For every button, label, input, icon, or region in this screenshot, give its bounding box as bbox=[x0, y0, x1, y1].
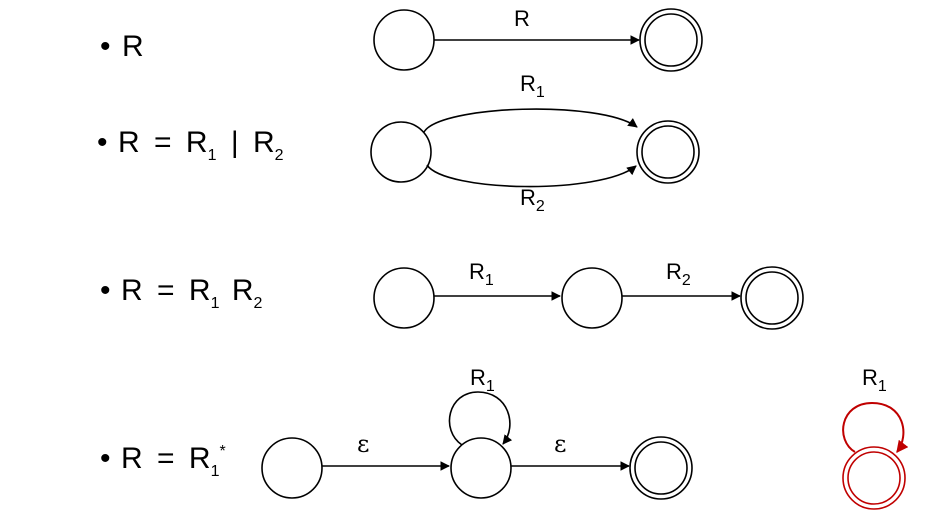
rule-2-eq: = bbox=[154, 126, 172, 159]
state-accept-inner bbox=[634, 441, 688, 495]
state-accept-outer bbox=[629, 436, 693, 500]
state-accept-outer bbox=[639, 8, 703, 72]
rule-2-alt: | bbox=[231, 126, 239, 159]
edge-r1-label: R1 bbox=[520, 71, 545, 101]
rule-2-r2-sub: 2 bbox=[275, 147, 284, 164]
state-start bbox=[370, 121, 432, 183]
rule-2: • R = R1 | R2 bbox=[97, 126, 284, 167]
rule-1-bullet: • bbox=[100, 30, 111, 63]
rule-4-lhs: R bbox=[121, 442, 143, 475]
self-loop-base: R bbox=[470, 365, 486, 390]
rule-4-r1-sub: 1 bbox=[211, 463, 220, 480]
rule-2-lhs: R bbox=[118, 126, 140, 159]
self-loop-label: R1 bbox=[470, 365, 495, 395]
nfa-concat: R1 R2 bbox=[373, 259, 804, 330]
rule-2-formula: R = R1 | R2 bbox=[118, 126, 284, 167]
state-loop bbox=[450, 437, 512, 499]
nfa-star: R1 ε ε bbox=[261, 365, 693, 500]
rule-4-star: * bbox=[219, 443, 225, 460]
rule-4-bullet: • bbox=[100, 442, 111, 475]
rule-3: • R = R1 R2 bbox=[100, 274, 262, 315]
edge-r1-sub: 1 bbox=[536, 84, 545, 101]
edge-r2 bbox=[426, 164, 637, 188]
state-accept-inner bbox=[745, 271, 799, 325]
rule-3-eq: = bbox=[157, 274, 175, 307]
rule-2-bullet: • bbox=[97, 126, 108, 159]
self-loop-r1 bbox=[448, 391, 513, 446]
state-accept-inner bbox=[641, 125, 695, 179]
edge-r2-label: R2 bbox=[666, 259, 691, 289]
rule-2-r2-base: R bbox=[253, 126, 275, 159]
rule-2-r1-sub: 1 bbox=[208, 147, 217, 164]
self-loop-sub: 1 bbox=[878, 378, 887, 395]
self-loop-base: R bbox=[862, 365, 878, 390]
self-loop-label: R1 bbox=[862, 365, 887, 395]
state-accept-outer bbox=[842, 446, 906, 510]
edge-r2-base: R bbox=[666, 259, 682, 284]
self-loop-r1 bbox=[842, 401, 909, 453]
edge-epsilon-out-label: ε bbox=[554, 430, 566, 458]
rule-3-r2-sub: 2 bbox=[253, 295, 262, 312]
edge-r2-sub: 2 bbox=[682, 272, 691, 289]
state-accept-outer bbox=[636, 120, 700, 184]
state-start bbox=[373, 9, 435, 71]
rule-3-lhs: R bbox=[121, 274, 143, 307]
edge-r-label: R bbox=[514, 6, 530, 31]
nfa-star-alt: R1 bbox=[842, 365, 909, 510]
edge-r2-sub: 2 bbox=[536, 198, 545, 215]
edge-r1-base: R bbox=[469, 259, 485, 284]
rule-1: • R bbox=[100, 30, 144, 63]
edge-r1-base: R bbox=[520, 71, 536, 96]
rule-2-r1-base: R bbox=[186, 126, 208, 159]
rule-1-lhs: R bbox=[122, 30, 144, 63]
edge-r2-label: R2 bbox=[520, 185, 545, 215]
rule-3-bullet: • bbox=[100, 274, 111, 307]
edge-r1-sub: 1 bbox=[485, 272, 494, 289]
self-loop-sub: 1 bbox=[486, 378, 495, 395]
edge-r1-label: R1 bbox=[469, 259, 494, 289]
edge-r2-base: R bbox=[520, 185, 536, 210]
state-start bbox=[373, 267, 435, 329]
edge-r1 bbox=[423, 108, 638, 133]
state-accept-inner bbox=[847, 451, 901, 505]
state-accept-outer bbox=[740, 266, 804, 330]
state-start bbox=[261, 437, 323, 499]
nfa-single: R bbox=[373, 6, 703, 72]
nfa-union: R1 R2 bbox=[370, 71, 700, 215]
state-middle bbox=[561, 267, 623, 329]
state-accept-inner bbox=[644, 13, 698, 67]
rule-4: • R = R1* bbox=[100, 442, 226, 480]
rule-4-formula: R = R1* bbox=[121, 442, 226, 480]
rule-3-r2-base: R bbox=[232, 274, 254, 307]
rule-3-r1-base: R bbox=[189, 274, 211, 307]
rule-4-r1-base: R bbox=[189, 442, 211, 475]
rule-3-r1-sub: 1 bbox=[211, 295, 220, 312]
rule-4-eq: = bbox=[157, 442, 175, 475]
edge-epsilon-in-label: ε bbox=[357, 430, 369, 458]
rule-3-formula: R = R1 R2 bbox=[121, 274, 262, 315]
